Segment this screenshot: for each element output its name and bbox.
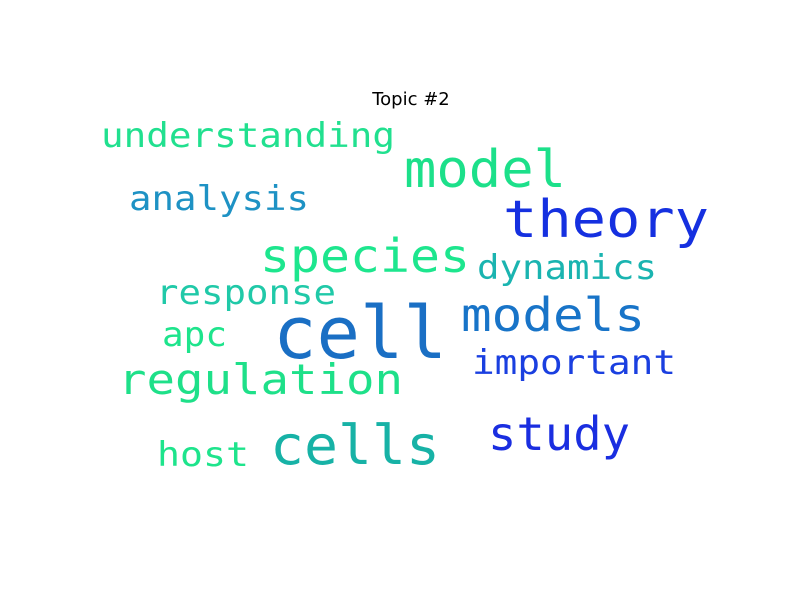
word-theory: theory [503,190,709,250]
word-models: models [461,288,645,342]
word-species: species [260,229,470,283]
word-analysis: analysis [129,179,309,219]
word-model: model [404,140,566,200]
word-apc: apc [162,315,227,355]
word-response: response [156,273,336,313]
word-regulation: regulation [118,355,403,404]
word-important: important [472,343,676,383]
word-host: host [157,435,249,475]
chart-title: Topic #2 [372,89,450,110]
word-understanding: understanding [101,116,395,156]
word-dynamics: dynamics [477,248,657,288]
word-cell: cell [273,291,447,375]
word-study: study [488,407,630,461]
word-cells: cells [270,414,440,477]
